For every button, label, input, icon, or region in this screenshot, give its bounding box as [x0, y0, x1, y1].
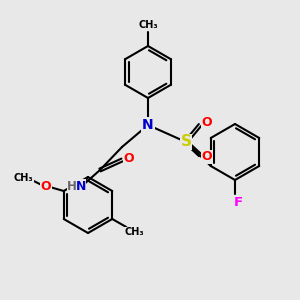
Text: O: O: [124, 152, 134, 166]
Text: CH₃: CH₃: [124, 227, 144, 237]
Text: N: N: [76, 179, 86, 193]
Text: O: O: [202, 116, 212, 130]
Text: CH₃: CH₃: [138, 20, 158, 30]
Text: O: O: [40, 179, 51, 193]
Text: O: O: [202, 151, 212, 164]
Text: H: H: [67, 179, 77, 193]
Text: F: F: [233, 196, 243, 208]
Text: N: N: [142, 118, 154, 132]
Text: S: S: [181, 134, 191, 149]
Text: CH₃: CH₃: [14, 173, 34, 183]
